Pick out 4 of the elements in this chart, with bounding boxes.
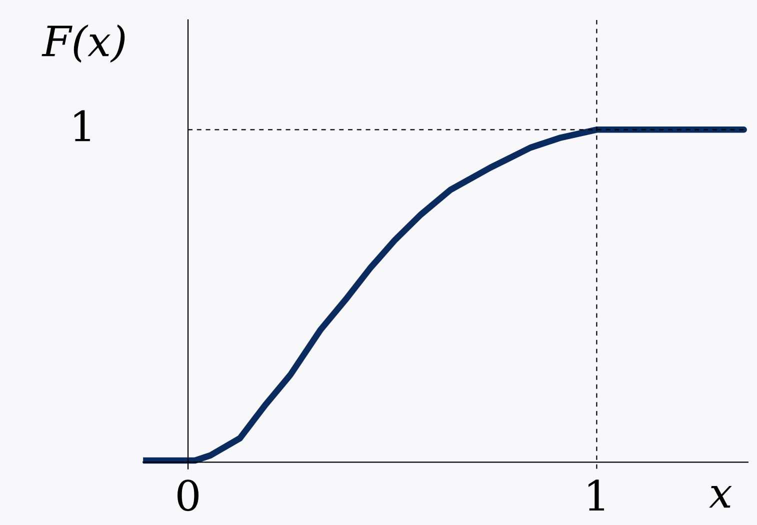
y-axis-title: F(x) [42, 24, 125, 63]
x-tick-label: 0 [178, 480, 199, 512]
ref-line-label: 1 [74, 110, 90, 142]
x-axis-title: x [709, 486, 732, 508]
